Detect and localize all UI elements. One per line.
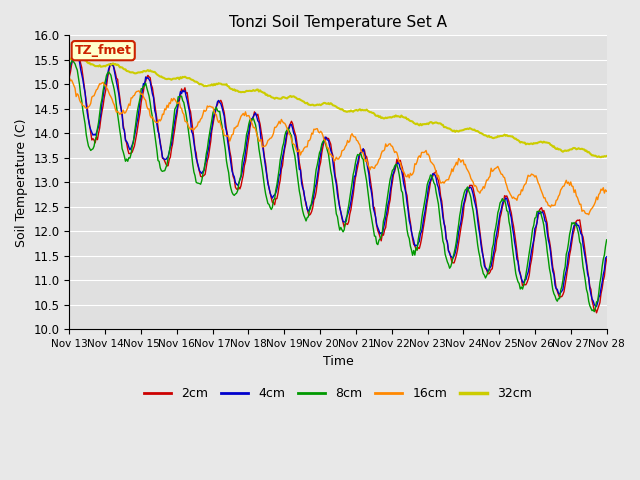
8cm [367,212,375,218]
2cm [367,182,375,188]
2cm [603,256,611,262]
16cm [585,212,593,217]
Title: Tonzi Soil Temperature Set A: Tonzi Soil Temperature Set A [229,15,447,30]
8cm [393,162,401,168]
4cm [234,182,241,188]
32cm [603,153,611,159]
4cm [293,146,301,152]
32cm [597,154,605,160]
2cm [461,198,469,204]
2cm [593,310,600,316]
8cm [461,187,469,193]
16cm [392,149,399,155]
4cm [593,304,600,310]
32cm [367,109,375,115]
32cm [234,88,241,94]
4cm [393,161,401,167]
2cm [293,141,301,146]
8cm [293,171,301,177]
4cm [65,69,73,74]
8cm [69,57,77,63]
32cm [554,146,562,152]
32cm [393,114,401,120]
Text: TZ_fmet: TZ_fmet [75,44,132,57]
2cm [554,291,562,297]
16cm [460,162,468,168]
2cm [72,48,80,54]
16cm [65,75,73,81]
8cm [603,237,611,243]
4cm [72,48,80,54]
32cm [65,55,73,61]
16cm [603,188,611,194]
Y-axis label: Soil Temperature (C): Soil Temperature (C) [15,118,28,247]
32cm [293,96,301,102]
16cm [554,197,561,203]
2cm [393,156,401,162]
16cm [366,167,374,173]
16cm [292,146,300,152]
4cm [367,187,375,193]
Line: 2cm: 2cm [69,51,607,313]
8cm [591,309,598,314]
32cm [461,126,469,132]
X-axis label: Time: Time [323,355,353,368]
16cm [233,123,241,129]
8cm [65,67,73,72]
Legend: 2cm, 4cm, 8cm, 16cm, 32cm: 2cm, 4cm, 8cm, 16cm, 32cm [139,383,537,406]
8cm [554,296,562,301]
8cm [234,188,241,193]
2cm [234,187,241,192]
4cm [603,254,611,260]
2cm [65,74,73,80]
4cm [461,193,469,199]
Line: 4cm: 4cm [69,51,607,307]
Line: 8cm: 8cm [69,60,607,312]
Line: 32cm: 32cm [69,57,607,157]
4cm [554,290,562,296]
32cm [74,54,81,60]
Line: 16cm: 16cm [69,78,607,215]
